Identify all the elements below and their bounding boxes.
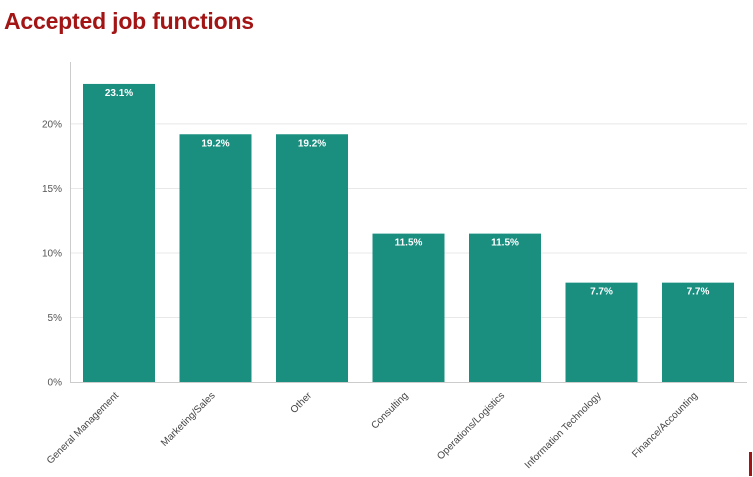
y-tick-label: 10%: [42, 248, 62, 259]
x-tick-label: Consulting: [369, 390, 410, 431]
x-tick-label: Information Technology: [523, 390, 604, 471]
data-labels: 23.1% 19.2% 19.2% 11.5% 11.5% 7.7% 7.7%: [105, 88, 710, 298]
y-tick-label: 0%: [48, 378, 63, 389]
bar: [469, 233, 541, 382]
x-tick-label: General Management: [45, 390, 121, 466]
x-tick-label: Finance/Accounting: [630, 390, 700, 460]
data-label: 23.1%: [105, 88, 133, 99]
bar: [83, 83, 155, 382]
bars: [83, 83, 734, 382]
x-tick-label: Other: [289, 390, 315, 416]
data-label: 11.5%: [395, 238, 423, 249]
y-axis-tick-labels: 0% 5% 10% 15% 20%: [42, 119, 62, 388]
data-label: 19.2%: [201, 138, 229, 149]
bar: [372, 233, 445, 382]
corner-accent-mark: [749, 452, 752, 476]
y-tick-label: 15%: [42, 184, 62, 195]
bar: [179, 134, 252, 382]
y-tick-label: 5%: [48, 313, 63, 324]
x-axis-category-labels: General Management Marketing/Sales Other Co…: [45, 390, 700, 471]
bar: [662, 282, 734, 382]
bar: [276, 134, 348, 382]
chart-title: Accepted job functions: [4, 8, 254, 34]
data-label: 7.7%: [590, 287, 613, 298]
y-tick-label: 20%: [42, 119, 62, 130]
x-tick-label: Operations/Logistics: [435, 390, 507, 462]
x-tick-label: Marketing/Sales: [159, 390, 217, 448]
bar: [565, 282, 638, 382]
data-label: 7.7%: [687, 287, 710, 298]
data-label: 11.5%: [491, 238, 519, 249]
data-label: 19.2%: [298, 138, 326, 149]
